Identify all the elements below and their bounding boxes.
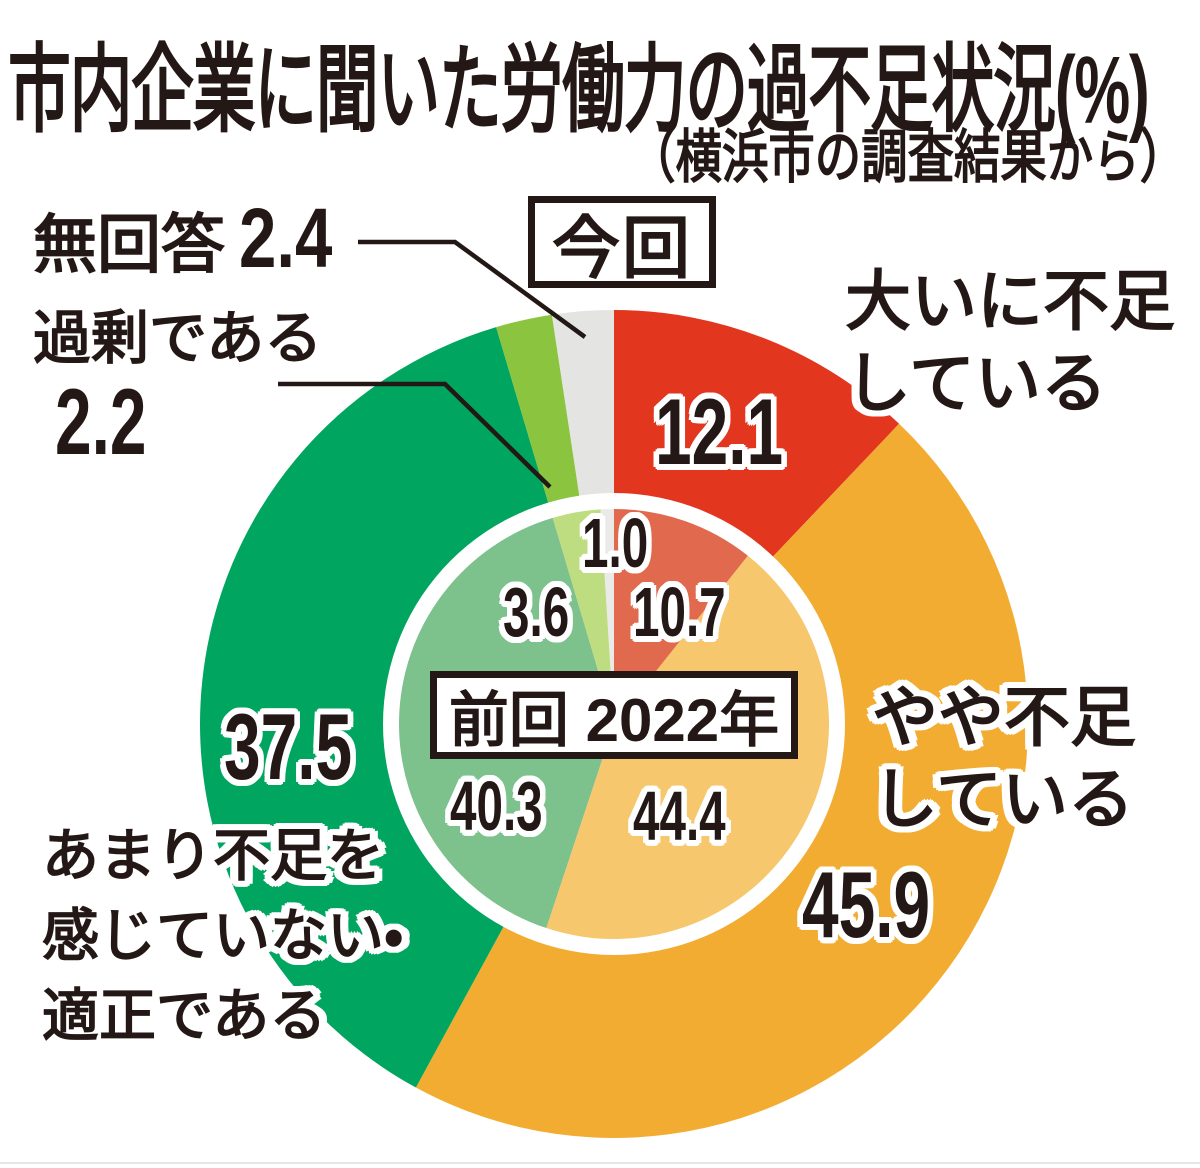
category-label-somewhat-short: やや不足 している (872, 676, 1136, 840)
leader-line-surplus (278, 381, 552, 489)
surplus-value: 2.2 (55, 369, 147, 474)
category-label-line: やや不足 (872, 680, 1136, 754)
inner-value-somewhat-short: 44.4 (633, 777, 726, 855)
outer-value-adequate: 37.5 (224, 694, 353, 799)
category-label-severe-shortage: 大いに不足 している (845, 260, 1175, 424)
inner-slice-3 (552, 509, 614, 724)
category-label-adequate: あまり不足を 感じていない・ 適正である (42, 816, 403, 1056)
no-answer-label: 無回答 (33, 209, 225, 281)
chart-subtitle: （横浜市の調査結果から） (629, 125, 1186, 190)
inner-slice-0 (614, 509, 748, 724)
outer-value-severe-shortage: 12.1 (655, 379, 784, 484)
inner-slice-4 (600, 509, 614, 724)
callout-no-answer: 無回答 2.4 (33, 190, 356, 287)
bottom-divider (0, 1162, 1200, 1164)
category-label-line: 大いに不足 (845, 264, 1175, 338)
current-survey-tag-label: 今回 (551, 210, 692, 287)
outer-value-somewhat-short: 45.9 (802, 852, 931, 957)
inner-value-adequate: 40.3 (450, 767, 543, 845)
category-label-line: している (872, 762, 1135, 836)
inner-value-severe-shortage: 10.7 (633, 573, 726, 651)
chart-title: 市内企業に聞いた労働力の過不足状況(%) (8, 37, 1150, 144)
category-label-line: 感じていない・ (42, 904, 404, 968)
surplus-label: 過剰である (33, 306, 323, 371)
category-label-line: している (845, 346, 1108, 420)
leader-line-no-answer (358, 239, 587, 339)
current-survey-tag: 今回 (528, 196, 716, 288)
no-answer-value: 2.4 (239, 191, 333, 285)
previous-survey-tag: 前回 2022年 (430, 671, 798, 759)
inner-value-no-answer: 1.0 (582, 504, 649, 582)
previous-survey-tag-label: 前回 2022年 (448, 686, 780, 754)
inner-value-surplus: 3.6 (503, 573, 570, 651)
category-label-line: 適正である (42, 984, 327, 1048)
category-label-line: あまり不足を (42, 824, 384, 888)
